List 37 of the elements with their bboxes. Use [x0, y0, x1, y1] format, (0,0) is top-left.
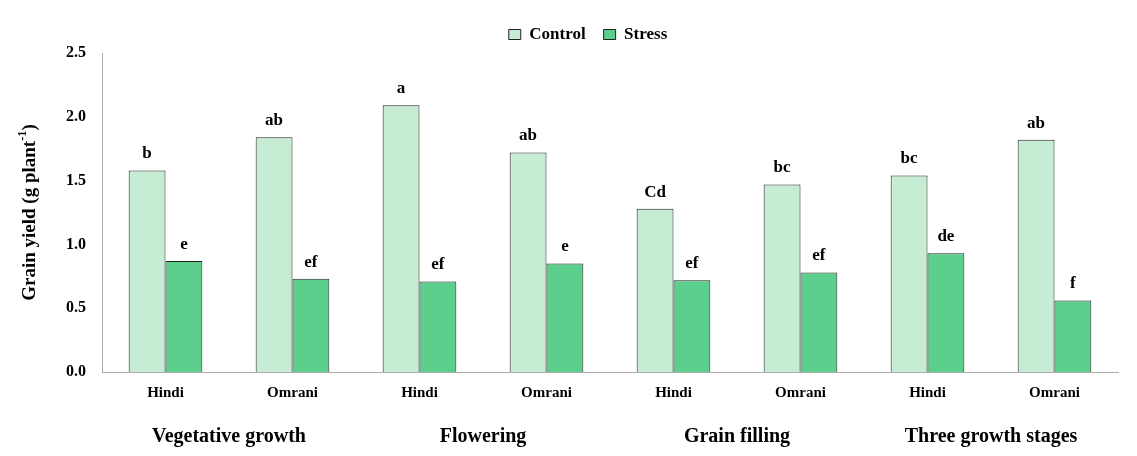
data-label: Cd [644, 181, 667, 201]
data-label: bc [773, 157, 792, 177]
data-label: a [396, 78, 406, 98]
data-label: ef [812, 245, 826, 265]
x-tick-label: Hindi [401, 383, 438, 400]
text: Grain filling [683, 424, 791, 447]
data-label: ab [519, 125, 538, 145]
x-tick-label: Omrani [1029, 383, 1080, 400]
data-label: ef [431, 254, 445, 274]
legend-label: Control [529, 23, 586, 43]
data-label: ab [265, 110, 284, 130]
y-tick-label: 2.0 [66, 106, 86, 124]
y-tick-label: 0.5 [66, 298, 86, 316]
x-tick-label: Hindi [909, 383, 946, 400]
x-tick-label: Omrani [775, 383, 826, 400]
y-tick-label: 0.0 [66, 362, 86, 380]
data-label: e [180, 233, 189, 253]
y-tick-label: 1.0 [66, 234, 86, 252]
data-label: b [142, 143, 152, 163]
data-label: e [561, 236, 570, 256]
text: Flowering [439, 424, 527, 447]
data-label: f [1070, 273, 1077, 293]
data-label: bc [900, 148, 919, 168]
data-label: ab [1027, 112, 1046, 132]
y-axis-title: Grain yield (g plant-1) [14, 124, 40, 301]
x-tick-label: Hindi [655, 383, 692, 400]
data-label: de [937, 226, 955, 246]
text: Three growth stages [904, 424, 1078, 447]
x-tick-label: Omrani [521, 383, 572, 400]
data-label: ef [685, 253, 699, 273]
y-tick-label: 2.5 [66, 43, 86, 61]
data-label: ef [304, 251, 318, 271]
text: Vegetative growth [152, 424, 306, 447]
y-tick-label: 1.5 [66, 170, 86, 188]
legend-label: Stress [624, 23, 668, 43]
x-tick-label: Omrani [267, 383, 318, 400]
x-tick-label: Hindi [147, 383, 184, 400]
